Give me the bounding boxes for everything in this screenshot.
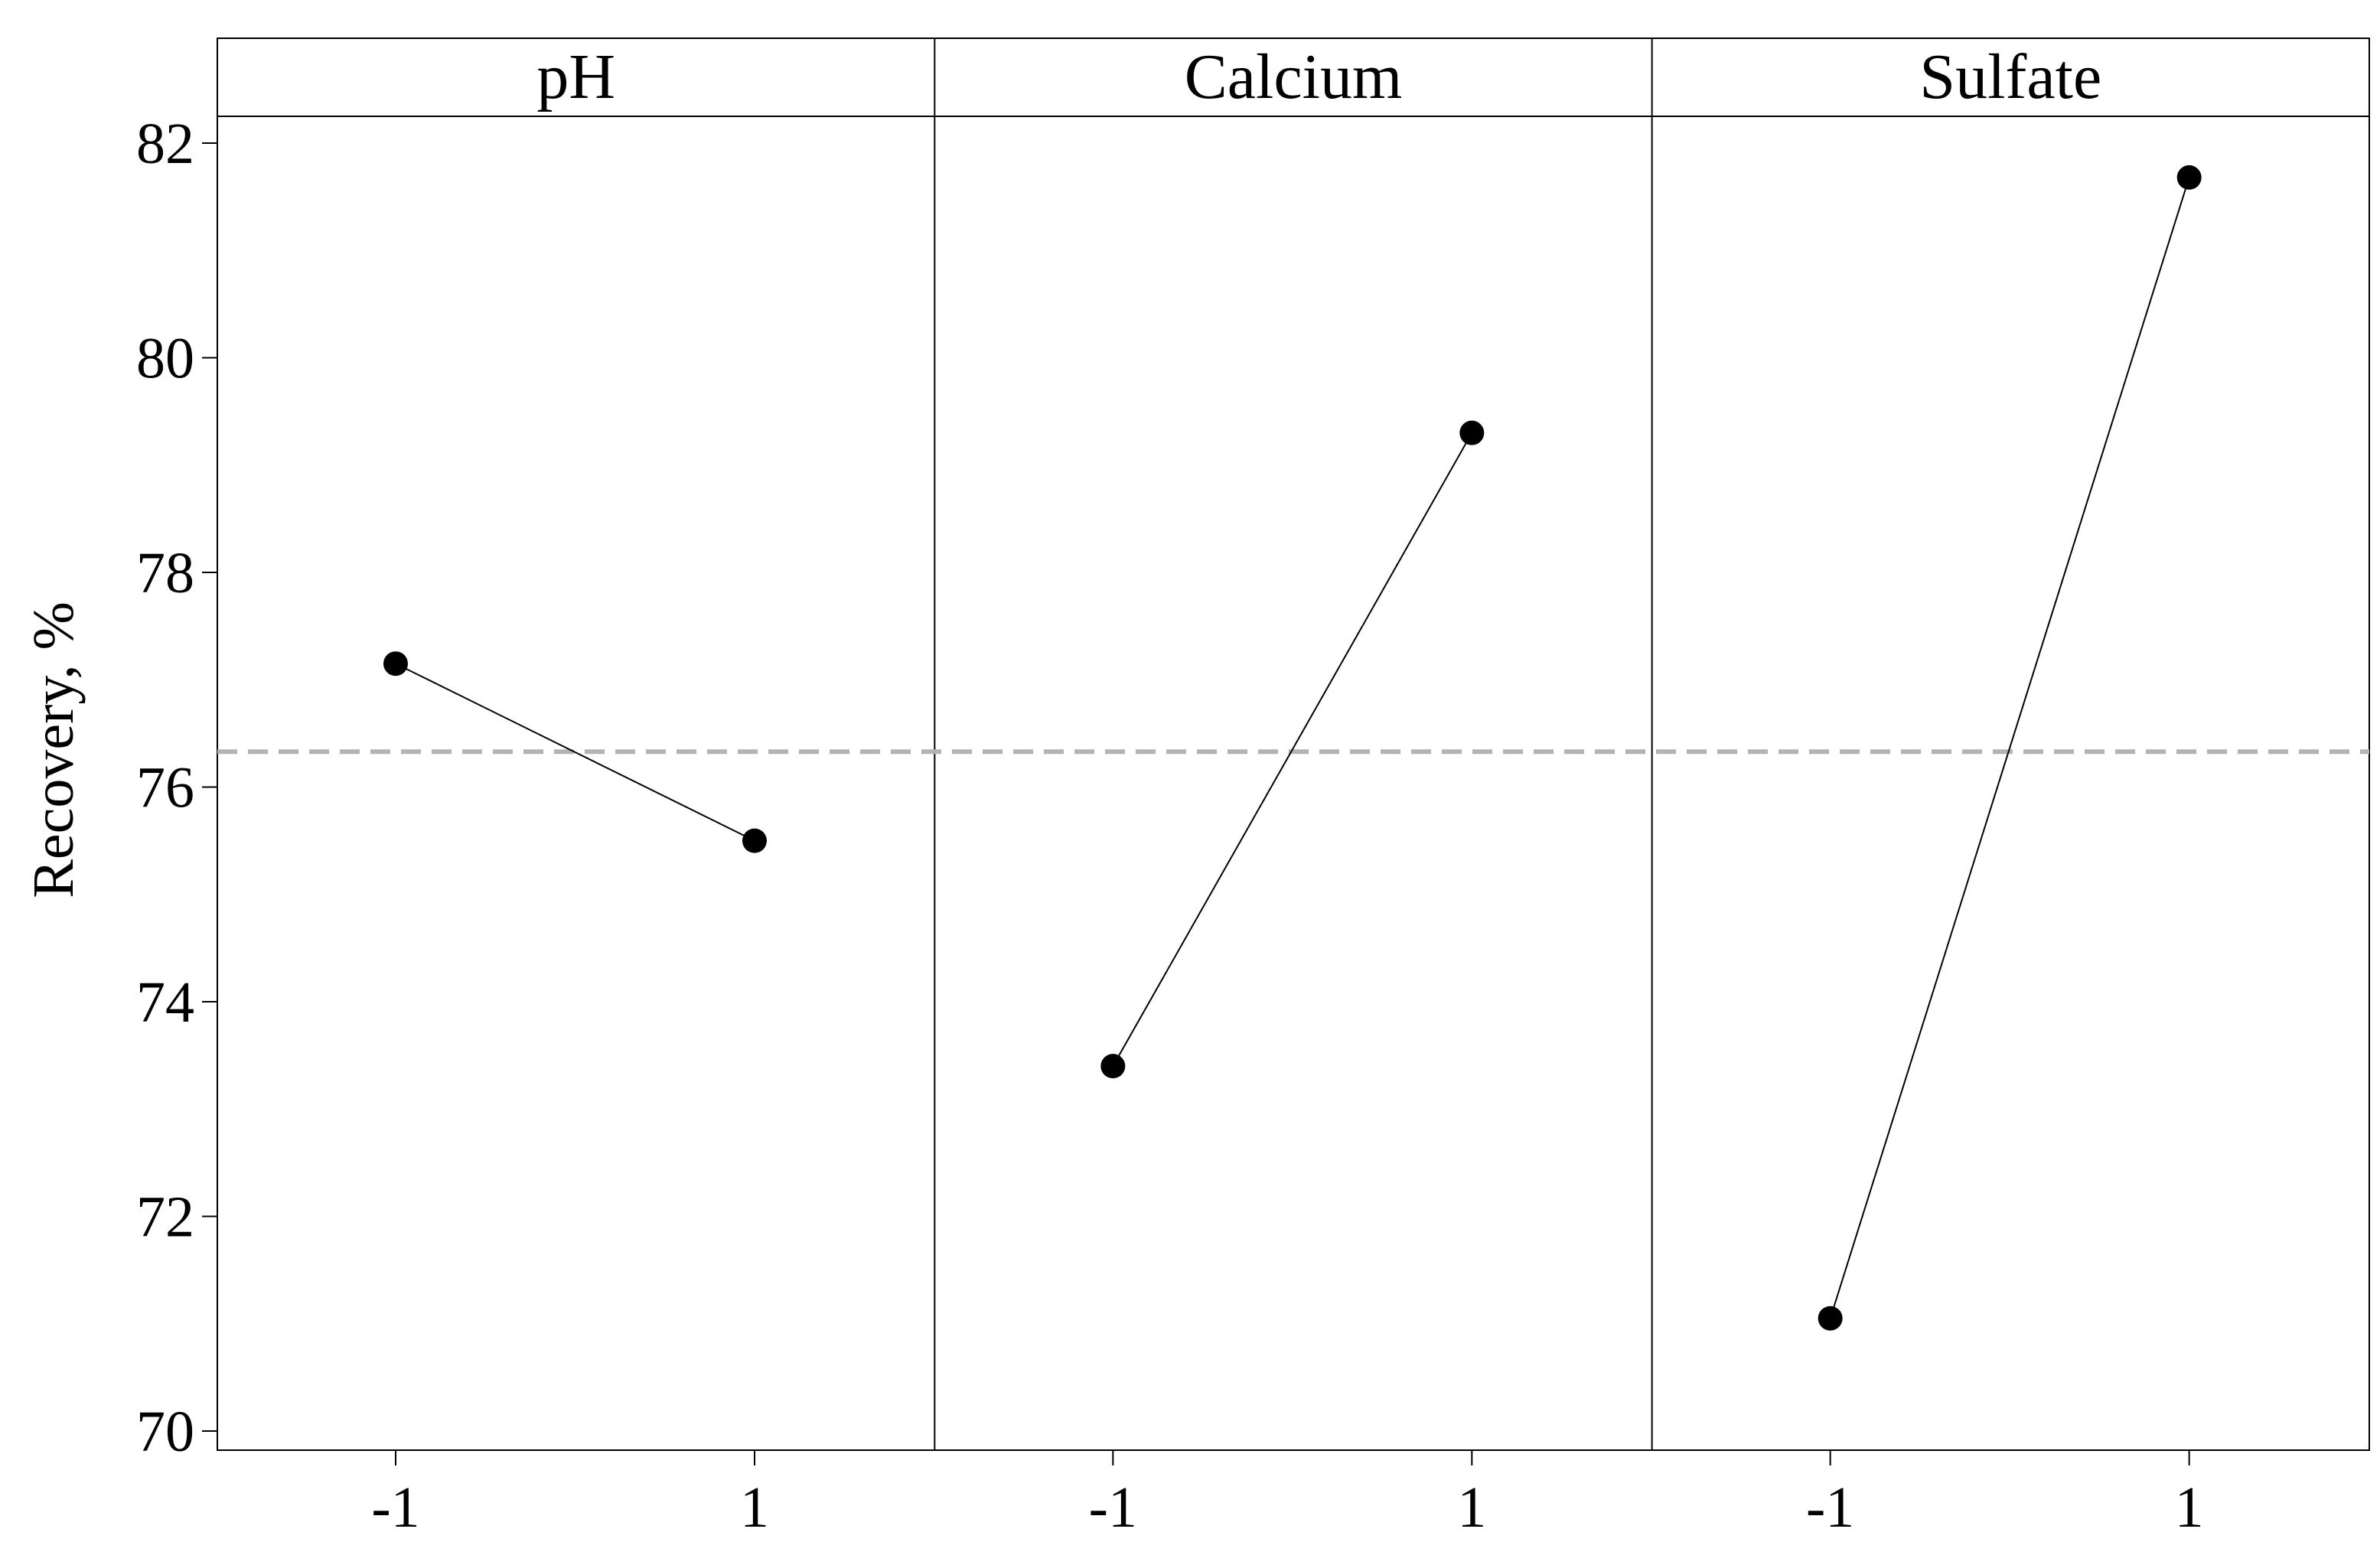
y-tick-label: 82 xyxy=(136,112,194,176)
plot-border xyxy=(217,37,2370,1451)
panel-title: Calcium xyxy=(1185,41,1403,112)
y-tick-label: 70 xyxy=(136,1400,194,1464)
data-point xyxy=(1818,1306,1843,1331)
y-axis-title: Recovery, % xyxy=(21,601,86,898)
x-tick-label: -1 xyxy=(1806,1475,1854,1540)
panel-title: Sulfate xyxy=(1919,41,2101,112)
y-tick-label: 80 xyxy=(136,327,194,391)
data-point xyxy=(1100,1054,1126,1079)
x-tick-label: -1 xyxy=(1089,1475,1137,1540)
y-tick-label: 78 xyxy=(136,541,194,605)
panel-title: pH xyxy=(536,41,615,112)
y-tick-label: 76 xyxy=(136,756,194,820)
x-tick-label: 1 xyxy=(2175,1475,2204,1540)
x-tick-label: 1 xyxy=(740,1475,769,1540)
data-point xyxy=(383,651,408,676)
x-tick-label: 1 xyxy=(1457,1475,1486,1540)
data-layer xyxy=(383,165,2202,1331)
effect-line xyxy=(395,663,755,842)
y-tick-label: 72 xyxy=(136,1185,194,1250)
y-tick-label: 74 xyxy=(136,970,194,1035)
x-tick-label: -1 xyxy=(371,1475,419,1540)
data-point xyxy=(1459,420,1485,445)
y-axis: 70 72 74 76 78 80 82 xyxy=(136,112,217,1464)
x-axis: -1 1 -1 1 -1 1 xyxy=(371,1450,2204,1540)
effect-line xyxy=(1829,177,2190,1319)
effect-line xyxy=(1112,432,1473,1067)
data-point xyxy=(2176,165,2202,190)
panel-headers: pH Calcium Sulfate xyxy=(536,41,2101,112)
plot-frame xyxy=(217,37,2370,1451)
data-point xyxy=(742,828,767,853)
